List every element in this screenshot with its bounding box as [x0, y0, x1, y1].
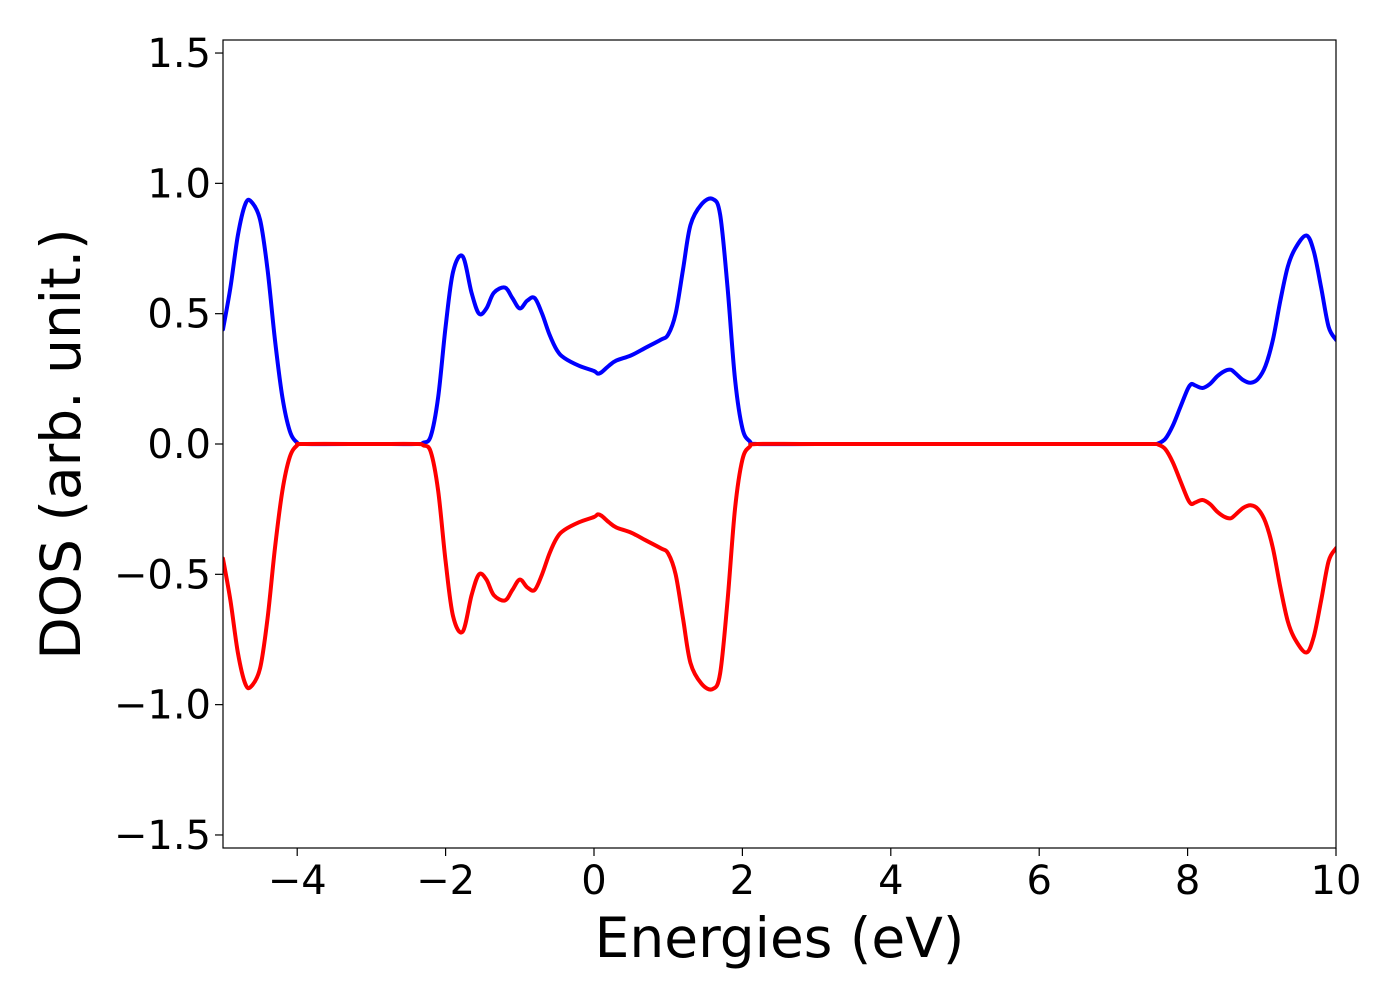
x-tick-label: 8	[1175, 858, 1200, 904]
y-tick-label: −1.5	[114, 813, 211, 859]
y-axis-label: DOS (arb. unit.)	[29, 228, 93, 659]
series-line-spin-up	[223, 196, 1336, 447]
y-tick-label: 0.5	[147, 292, 211, 338]
y-tick-label: 0.0	[147, 422, 211, 468]
y-tick-label: −0.5	[114, 552, 211, 598]
x-tick-label: 0	[581, 858, 606, 904]
x-tick-label: −2	[416, 858, 475, 904]
series-line-spin-down	[223, 441, 1336, 692]
x-tick-label: 2	[730, 858, 755, 904]
x-tick-label: 4	[878, 858, 903, 904]
x-tick-label: 6	[1026, 858, 1051, 904]
x-tick-label: 10	[1311, 858, 1362, 904]
y-tick-label: 1.5	[147, 31, 211, 77]
x-tick-label: −4	[268, 858, 327, 904]
x-axis-label: Energies (eV)	[595, 906, 965, 970]
y-tick-label: −1.0	[114, 683, 211, 729]
y-tick-label: 1.0	[147, 161, 211, 207]
